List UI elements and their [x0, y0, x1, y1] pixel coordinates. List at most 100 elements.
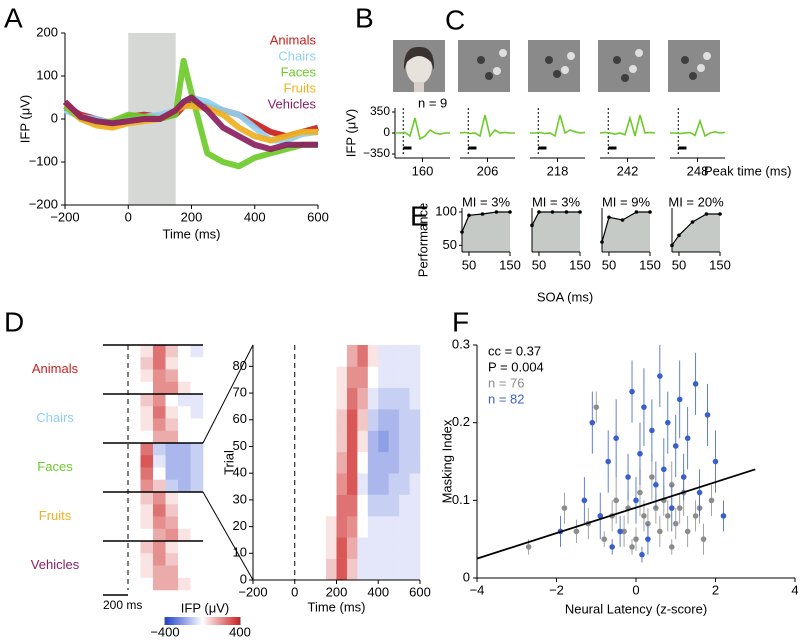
heatmap-cell [273, 515, 285, 538]
heatmap-cell [140, 528, 154, 542]
heatmap-cell [178, 394, 191, 407]
heatmap-cell [178, 553, 191, 566]
x-tick-label: 50 [532, 257, 546, 272]
x-tick-label: 0 [632, 582, 639, 597]
heatmap-cell [284, 387, 296, 410]
heatmap-cell [128, 467, 141, 481]
point [649, 427, 655, 434]
heatmap-cell [140, 565, 154, 579]
heatmap-cell [115, 528, 129, 542]
heatmap-cell [165, 418, 179, 432]
heatmap-cell [346, 558, 358, 581]
heatmap-cell [190, 369, 204, 383]
heatmap-cell [103, 528, 116, 542]
heatmap-cell [253, 345, 264, 367]
heatmap-cell [399, 430, 410, 453]
heatmap-cell [326, 409, 337, 431]
heatmap-cell [284, 409, 296, 431]
heatmap-cell [140, 369, 154, 383]
heatmap-cell [165, 394, 179, 407]
heatmap-cell [326, 430, 337, 453]
point [613, 497, 619, 504]
heatmap-cell [336, 558, 348, 581]
heatmap-cell [326, 366, 337, 389]
heatmap-cell [273, 558, 285, 581]
heatmap-cell [367, 494, 379, 517]
x-tick-label: 600 [409, 584, 431, 599]
point [639, 551, 645, 558]
y-tick-label: −100 [29, 153, 58, 168]
heatmap-cell [115, 565, 129, 579]
panel-letter: D [4, 306, 24, 337]
heatmap-cell [103, 565, 116, 579]
point [597, 513, 604, 519]
heatmap-cell [153, 394, 166, 407]
noise-image [528, 40, 580, 92]
heatmap-cell [128, 418, 141, 432]
heatmap-cell [273, 473, 285, 495]
heatmap-cell [273, 430, 285, 453]
heatmap-cell [165, 577, 179, 591]
heatmap-cell [388, 409, 400, 431]
heatmap-cell [128, 455, 141, 468]
x-tick-label: 0 [291, 584, 298, 599]
point [625, 474, 631, 480]
legend-label: Fruits [284, 80, 317, 95]
heatmap-cell [263, 430, 275, 453]
heatmap-cell [273, 494, 285, 517]
heatmap-cell [253, 494, 264, 517]
heatmap-cell [315, 345, 327, 367]
heatmap-cell [178, 541, 191, 554]
category-label: Chairs [36, 410, 74, 425]
noise-blob [499, 49, 507, 57]
y-tick-label: 70 [233, 385, 247, 400]
heatmap-cell [140, 492, 154, 505]
category-label: Faces [37, 459, 73, 474]
x-tick-label: −2 [549, 582, 564, 597]
heatmap-cell [378, 430, 389, 453]
panel-letter: E [410, 200, 429, 231]
point [634, 210, 639, 214]
point [649, 474, 655, 480]
x-tick-label: 150 [639, 257, 661, 272]
heatmap-cell [357, 366, 369, 389]
noise-blob [561, 66, 569, 74]
heatmap-cell [399, 537, 410, 559]
heatmap-cell [357, 387, 369, 410]
heatmap-cell [165, 553, 179, 566]
heatmap-cell [409, 366, 421, 389]
y-tick-label: 30 [233, 491, 247, 506]
heatmap-cell [190, 541, 204, 554]
y-axis-label: IFP (μV) [343, 109, 358, 157]
heatmap-cell [190, 504, 204, 517]
heatmap-cell [346, 537, 358, 559]
zoom-line [202, 491, 254, 581]
heatmap-cell [315, 387, 327, 410]
heatmap-cell [253, 473, 264, 495]
heatmap-cell [263, 387, 275, 410]
heatmap-cell [103, 357, 116, 370]
point [668, 505, 675, 511]
panel-letter: C [445, 4, 465, 35]
heatmap-cell [326, 387, 337, 410]
heatmap-cell [399, 494, 410, 517]
x-tick-label: −200 [50, 209, 79, 224]
panel-letter: A [4, 2, 23, 33]
x-tick-label: 0 [125, 209, 132, 224]
heatmap-cell [273, 537, 285, 559]
heatmap-cell [178, 577, 191, 591]
heatmap-cell [165, 492, 179, 505]
heatmap-cell [409, 473, 421, 495]
heatmap-cell [190, 528, 204, 542]
heatmap-cell [326, 345, 337, 367]
heatmap-cell [190, 406, 204, 419]
heatmap-cell [140, 394, 154, 407]
heatmap-cell [140, 504, 154, 517]
heatmap-cell [115, 577, 129, 591]
point [605, 458, 611, 465]
x-tick-label: 600 [307, 209, 329, 224]
heatmap-cell [326, 473, 337, 495]
heatmap-cell [399, 345, 410, 367]
heatmap-cell [140, 357, 154, 370]
heatmap-cell [178, 467, 191, 481]
